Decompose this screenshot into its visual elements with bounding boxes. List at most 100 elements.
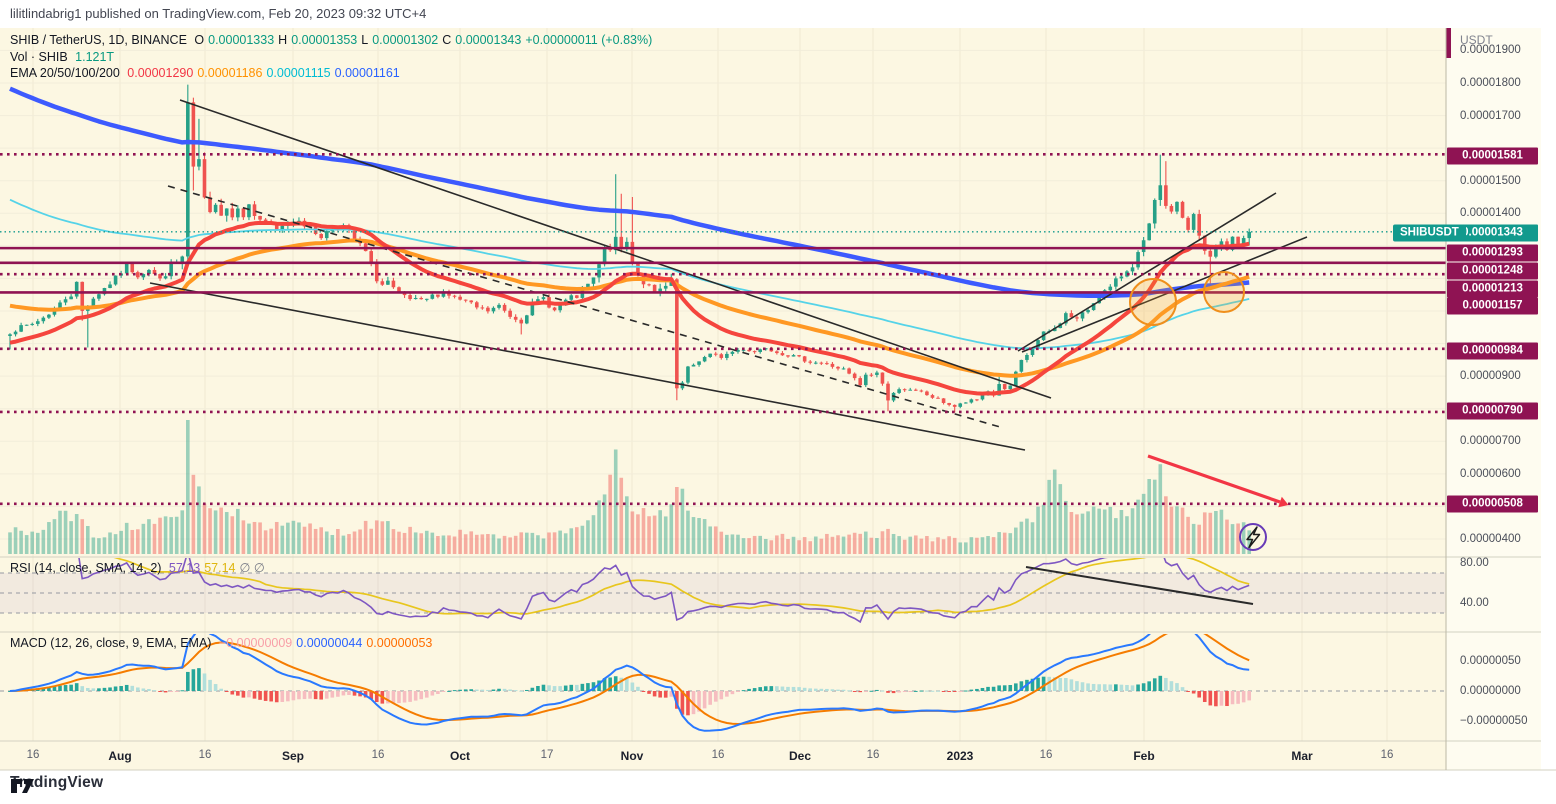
volume-bar <box>891 533 896 554</box>
volume-bar <box>991 537 996 554</box>
volume-bar <box>1008 533 1013 554</box>
volume-bar <box>708 526 712 554</box>
time-axis-label: 16 <box>1039 749 1053 761</box>
volume-bar <box>913 535 918 554</box>
price-level-badge[interactable]: 0.00001213 <box>1447 280 1538 298</box>
candle-body <box>1025 354 1029 360</box>
price-level-badge[interactable]: 0.00000508 <box>1447 495 1538 513</box>
candle-body <box>1130 267 1135 272</box>
macd-histogram-bar <box>336 691 340 697</box>
macd-histogram-bar <box>224 691 229 692</box>
candle-body <box>791 355 796 357</box>
candle-body <box>941 398 946 403</box>
volume-bar <box>402 532 407 554</box>
macd-histogram-bar <box>1075 681 1079 691</box>
candle-body <box>1030 348 1035 355</box>
candle-body <box>736 349 740 352</box>
volume-bar <box>941 539 946 554</box>
candle-body <box>863 374 868 386</box>
legend-part: 0.00001333 <box>208 33 275 47</box>
candle-body <box>474 302 479 308</box>
price-axis-currency: USDT <box>1460 33 1493 47</box>
macd-histogram-bar <box>658 691 662 698</box>
candle-body <box>1114 278 1118 287</box>
macd-legend[interactable]: MACD (12, 26, close, 9, EMA, EMA) −0.000… <box>10 636 436 650</box>
time-axis-label: Mar <box>1291 749 1313 763</box>
volume-legend[interactable]: Vol · SHIB 1.121T <box>10 50 118 64</box>
macd-histogram-bar <box>808 688 813 691</box>
volume-bar <box>852 532 857 554</box>
candle-body <box>869 374 874 376</box>
volume-bar <box>1119 509 1124 554</box>
volume-bar <box>202 503 207 554</box>
macd-histogram-bar <box>352 691 357 696</box>
candle-body <box>430 294 435 299</box>
candle-body <box>247 204 251 218</box>
symbol-price-tag[interactable]: SHIBUSDT <box>1393 224 1466 242</box>
candle-body <box>413 298 418 300</box>
macd-histogram-bar <box>1041 676 1046 691</box>
candle-body <box>1019 359 1024 372</box>
volume-bar <box>925 536 929 554</box>
levels-layer[interactable] <box>0 153 1446 506</box>
price-level-badge[interactable]: 0.00001581 <box>1447 147 1538 165</box>
macd-histogram-bar <box>108 687 112 691</box>
volume-bar <box>147 519 151 554</box>
time-axis-label: 16 <box>198 749 212 761</box>
price-level-badge[interactable]: 0.00001157 <box>1447 297 1538 315</box>
rsi-legend[interactable]: RSI (14, close, SMA, 14, 2) 57.13 57.14 ∅ … <box>10 560 269 575</box>
candle-body <box>597 264 601 278</box>
price-level-badge[interactable]: 0.00001343 <box>1447 224 1538 242</box>
rsi-pane[interactable] <box>0 543 1446 624</box>
legend-part: 0.00001353 <box>291 33 358 47</box>
chart-background <box>0 28 1446 770</box>
price-level-badge[interactable]: 0.00000984 <box>1447 342 1538 360</box>
symbol-legend[interactable]: SHIB / TetherUS, 1D, BINANCE O 0.00001333… <box>10 33 656 47</box>
macd-histogram-bar <box>97 688 101 691</box>
volume-bar <box>1136 499 1140 554</box>
candle-body <box>802 356 807 362</box>
candle-body <box>969 399 974 403</box>
macd-histogram-bar <box>586 683 590 691</box>
macd-histogram-bar <box>558 686 562 691</box>
tradingview-logo[interactable]: TradingView <box>10 774 103 793</box>
macd-pane[interactable] <box>0 621 1446 732</box>
candle-body <box>786 355 790 357</box>
volume-bar <box>269 528 273 554</box>
macd-histogram-bar <box>1108 684 1113 691</box>
price-level-badge[interactable]: 0.00001248 <box>1447 262 1538 280</box>
candle-body <box>691 364 696 367</box>
candle-body <box>758 349 762 352</box>
candle-body <box>213 204 218 213</box>
volume-bar <box>1064 500 1068 554</box>
candle-body <box>1247 231 1252 239</box>
candle-body <box>725 353 729 358</box>
legend-part: ∅ ∅ <box>239 561 265 575</box>
candle-body <box>80 281 85 311</box>
volume-bar <box>969 537 974 554</box>
macd-histogram-bar <box>491 689 496 691</box>
macd-histogram-bar <box>1069 679 1074 691</box>
price-level-badge[interactable]: 0.00001293 <box>1447 244 1538 262</box>
macd-histogram-bar <box>686 691 690 716</box>
legend-part: MACD (12, 26, close, 9, EMA, EMA) <box>10 636 215 650</box>
macd-histogram-bar <box>130 685 135 691</box>
candle-body <box>369 251 374 263</box>
candle-body <box>191 102 196 167</box>
volume-bar <box>63 510 68 554</box>
candle-body <box>1141 240 1146 253</box>
macd-histogram-bar <box>802 687 807 691</box>
macd-histogram-bar <box>941 691 946 692</box>
rsi-trendline <box>1025 566 1254 605</box>
drawings-layer[interactable] <box>1129 271 1289 551</box>
candle-body <box>408 295 412 300</box>
lightning-bolt-icon <box>1246 526 1261 549</box>
volume-bar <box>369 528 374 554</box>
candle-body <box>586 283 590 288</box>
volume-bar <box>413 532 418 554</box>
candle-body <box>1152 199 1157 224</box>
price-level-badge[interactable]: 0.00000790 <box>1447 402 1538 420</box>
ema-legend[interactable]: EMA 20/50/100/200 0.00001290 0.00001186 0.… <box>10 66 404 80</box>
macd-histogram-bar <box>1241 691 1246 703</box>
